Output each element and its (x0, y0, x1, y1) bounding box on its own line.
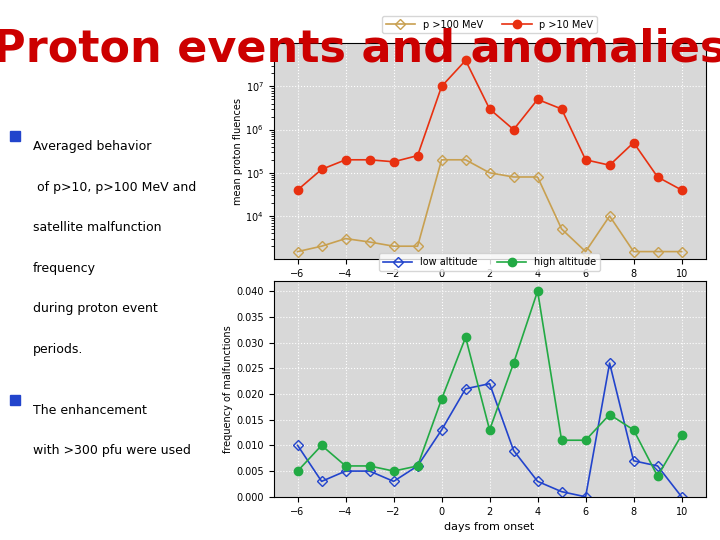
high altitude (606, 411, 614, 418)
p >10 MeV (653, 174, 662, 180)
p >10 MeV (462, 57, 470, 64)
low altitude (365, 468, 374, 474)
low altitude (485, 380, 494, 387)
Text: Proton events and anomalies: Proton events and anomalies (0, 27, 720, 70)
high altitude (365, 463, 374, 469)
high altitude (629, 427, 638, 433)
p >10 MeV (678, 187, 686, 193)
p >100 MeV (629, 248, 638, 255)
p >10 MeV (485, 106, 494, 112)
p >100 MeV (341, 235, 350, 242)
p >100 MeV (413, 243, 422, 249)
low altitude (509, 447, 518, 454)
Text: during proton event: during proton event (33, 302, 158, 315)
low altitude (462, 386, 470, 392)
p >100 MeV (534, 174, 542, 180)
p >10 MeV (557, 106, 566, 112)
low altitude (581, 494, 590, 500)
p >100 MeV (557, 226, 566, 232)
Text: The enhancement: The enhancement (33, 404, 147, 417)
Line: low altitude: low altitude (294, 360, 685, 500)
p >100 MeV (390, 243, 398, 249)
p >10 MeV (318, 166, 326, 173)
p >10 MeV (413, 152, 422, 159)
p >10 MeV (534, 96, 542, 103)
p >10 MeV (365, 157, 374, 163)
p >10 MeV (341, 157, 350, 163)
p >10 MeV (629, 139, 638, 146)
Legend: p >100 MeV, p >10 MeV: p >100 MeV, p >10 MeV (382, 16, 597, 33)
Text: frequency: frequency (33, 262, 96, 275)
p >100 MeV (462, 157, 470, 163)
p >10 MeV (437, 83, 446, 90)
X-axis label: days from onset: days from onset (444, 522, 535, 532)
Text: of p>10, p>100 MeV and: of p>10, p>100 MeV and (33, 181, 197, 194)
low altitude (318, 478, 326, 484)
low altitude (293, 442, 302, 449)
low altitude (653, 463, 662, 469)
high altitude (557, 437, 566, 443)
low altitude (678, 494, 686, 500)
p >10 MeV (581, 157, 590, 163)
low altitude (534, 478, 542, 484)
p >10 MeV (509, 126, 518, 133)
Line: p >100 MeV: p >100 MeV (294, 156, 685, 255)
low altitude (606, 360, 614, 366)
high altitude (509, 360, 518, 366)
p >100 MeV (437, 157, 446, 163)
low altitude (557, 488, 566, 495)
high altitude (653, 473, 662, 480)
p >10 MeV (390, 159, 398, 165)
high altitude (462, 334, 470, 341)
Y-axis label: mean proton fluences: mean proton fluences (233, 98, 243, 205)
X-axis label: days from onset: days from onset (444, 285, 535, 294)
high altitude (485, 427, 494, 433)
low altitude (341, 468, 350, 474)
p >100 MeV (606, 213, 614, 219)
high altitude (293, 468, 302, 474)
p >100 MeV (318, 243, 326, 249)
high altitude (534, 288, 542, 294)
p >100 MeV (581, 248, 590, 255)
Line: high altitude: high altitude (294, 287, 685, 481)
Legend: low altitude, high altitude: low altitude, high altitude (379, 253, 600, 271)
p >100 MeV (365, 239, 374, 245)
high altitude (390, 468, 398, 474)
p >10 MeV (293, 187, 302, 193)
low altitude (390, 478, 398, 484)
high altitude (341, 463, 350, 469)
Text: Averaged behavior: Averaged behavior (33, 140, 151, 153)
Y-axis label: frequency of malfunctions: frequency of malfunctions (223, 325, 233, 453)
low altitude (437, 427, 446, 433)
Text: with >300 pfu were used: with >300 pfu were used (33, 444, 191, 457)
Text: periods.: periods. (33, 343, 84, 356)
p >10 MeV (606, 162, 614, 168)
p >100 MeV (653, 248, 662, 255)
high altitude (318, 442, 326, 449)
p >100 MeV (485, 170, 494, 176)
p >100 MeV (678, 248, 686, 255)
high altitude (437, 396, 446, 402)
p >100 MeV (293, 248, 302, 255)
low altitude (413, 463, 422, 469)
p >100 MeV (509, 174, 518, 180)
Text: satellite malfunction: satellite malfunction (33, 221, 161, 234)
Line: p >10 MeV: p >10 MeV (294, 56, 685, 194)
high altitude (581, 437, 590, 443)
high altitude (413, 463, 422, 469)
low altitude (629, 457, 638, 464)
high altitude (678, 432, 686, 438)
